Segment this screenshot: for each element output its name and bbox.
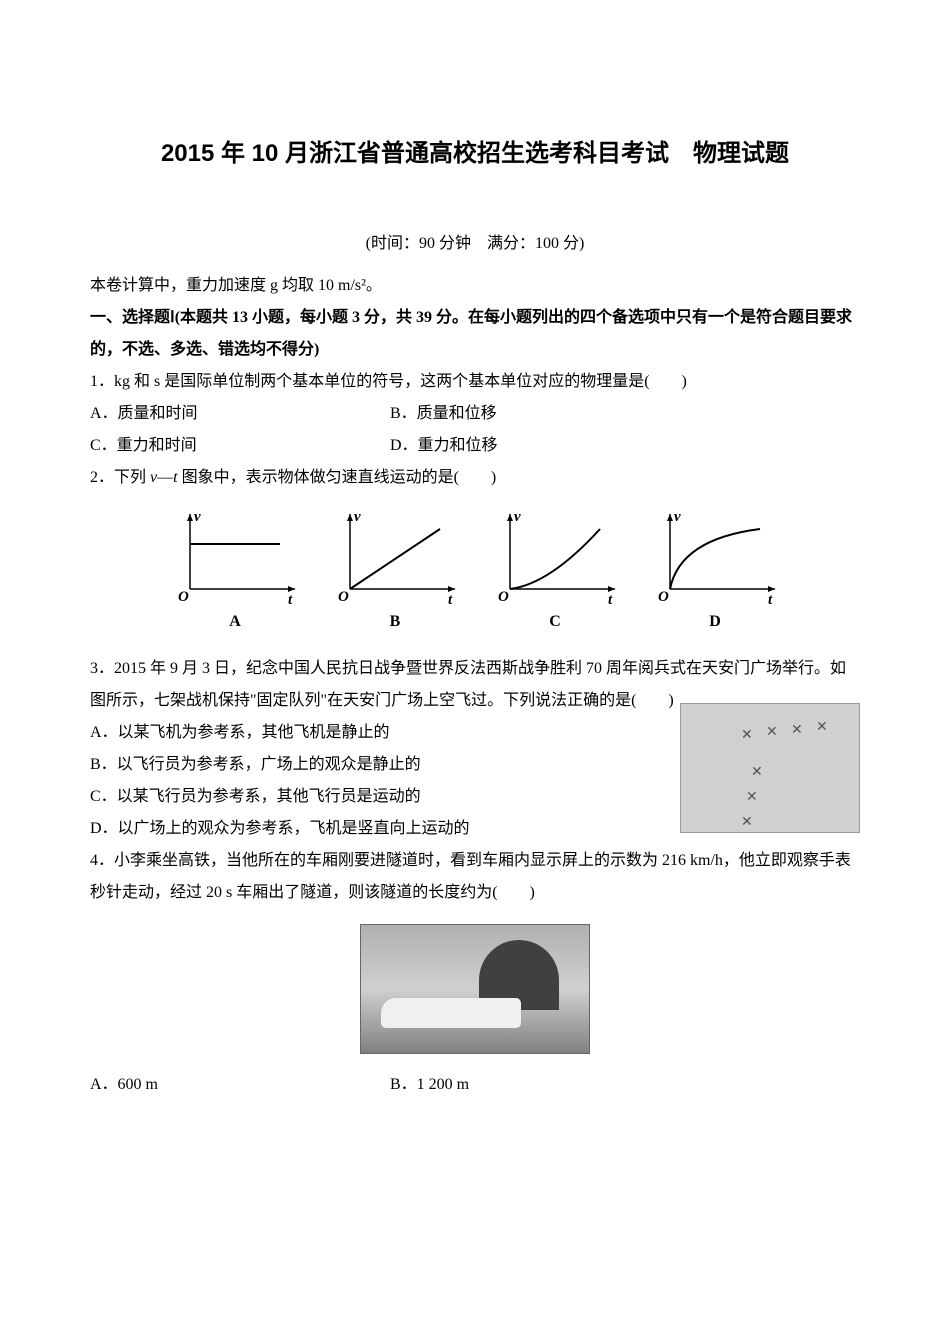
q1-option-c: C．重力和时间 <box>90 430 390 462</box>
q4-option-a: A．600 m <box>90 1069 390 1101</box>
svg-text:v: v <box>354 509 361 525</box>
q1-option-a: A．质量和时间 <box>90 398 390 430</box>
svg-text:O: O <box>498 589 509 604</box>
page-title: 2015 年 10 月浙江省普通高校招生选考科目考试 物理试题 <box>90 130 860 178</box>
graph-d: O t v D <box>650 509 780 638</box>
train-shape <box>381 998 521 1028</box>
graph-a-label: A <box>229 606 241 638</box>
svg-text:t: t <box>608 592 613 604</box>
q1-option-d: D．重力和位移 <box>390 430 860 462</box>
graph-c-svg: O t v <box>490 509 620 604</box>
q4-train-image-container <box>90 924 860 1054</box>
graph-d-label: D <box>709 606 721 638</box>
svg-text:t: t <box>288 592 293 604</box>
section-1-header: 一、选择题Ⅰ(本题共 13 小题，每小题 3 分，共 39 分。在每小题列出的四… <box>90 302 860 366</box>
question-4-text: 4．小李乘坐高铁，当他所在的车厢刚要进隧道时，看到车厢内显示屏上的示数为 216… <box>90 845 860 909</box>
exam-info: (时间：90 分钟 满分：100 分) <box>90 228 860 260</box>
q1-option-b: B．质量和位移 <box>390 398 860 430</box>
svg-text:O: O <box>658 589 669 604</box>
svg-text:t: t <box>448 592 453 604</box>
svg-text:O: O <box>338 589 349 604</box>
q4-option-b: B．1 200 m <box>390 1069 860 1101</box>
q2-graphs: O t v A O t v B O t v C <box>90 509 860 638</box>
question-2-text: 2．下列 v—t 图象中，表示物体做匀速直线运动的是( ) <box>90 462 860 494</box>
q3-airplane-image: ✕ ✕ ✕ ✕ ✕ ✕ ✕ <box>680 703 860 833</box>
svg-text:t: t <box>768 592 773 604</box>
graph-c: O t v C <box>490 509 620 638</box>
graph-b: O t v B <box>330 509 460 638</box>
svg-text:v: v <box>674 509 681 525</box>
graph-b-svg: O t v <box>330 509 460 604</box>
q4-train-image <box>360 924 590 1054</box>
svg-text:v: v <box>514 509 521 525</box>
graph-b-label: B <box>390 606 401 638</box>
exam-note: 本卷计算中，重力加速度 g 均取 10 m/s²。 <box>90 270 860 302</box>
svg-text:v: v <box>194 509 201 525</box>
graph-c-label: C <box>549 606 561 638</box>
graph-d-svg: O t v <box>650 509 780 604</box>
question-1-text: 1．kg 和 s 是国际单位制两个基本单位的符号，这两个基本单位对应的物理量是(… <box>90 366 860 398</box>
graph-a-svg: O t v <box>170 509 300 604</box>
svg-text:O: O <box>178 589 189 604</box>
graph-a: O t v A <box>170 509 300 638</box>
